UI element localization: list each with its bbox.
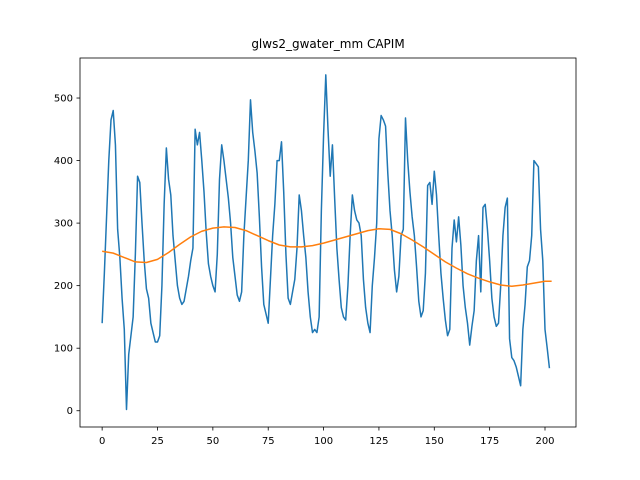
x-tick-label: 25	[151, 436, 164, 447]
y-tick-label: 500	[54, 94, 73, 105]
x-tick-label: 150	[425, 436, 444, 447]
x-tick-label: 200	[535, 436, 554, 447]
y-tick-label: 200	[54, 281, 73, 292]
y-tick-label: 0	[67, 406, 73, 417]
y-tick-label: 300	[54, 219, 73, 230]
x-tick-label: 125	[369, 436, 388, 447]
x-tick-label: 175	[480, 436, 499, 447]
x-tick-label: 50	[206, 436, 219, 447]
plot-frame	[79, 57, 577, 428]
chart-title: glws2_gwater_mm CAPIM	[251, 37, 404, 51]
y-tick-label: 100	[54, 344, 73, 355]
data-line	[102, 226, 552, 288]
y-tick-label: 400	[54, 156, 73, 167]
data-line	[101, 74, 551, 411]
x-tick-label: 100	[314, 436, 333, 447]
x-tick-label: 75	[262, 436, 275, 447]
x-tick-label: 0	[99, 436, 105, 447]
